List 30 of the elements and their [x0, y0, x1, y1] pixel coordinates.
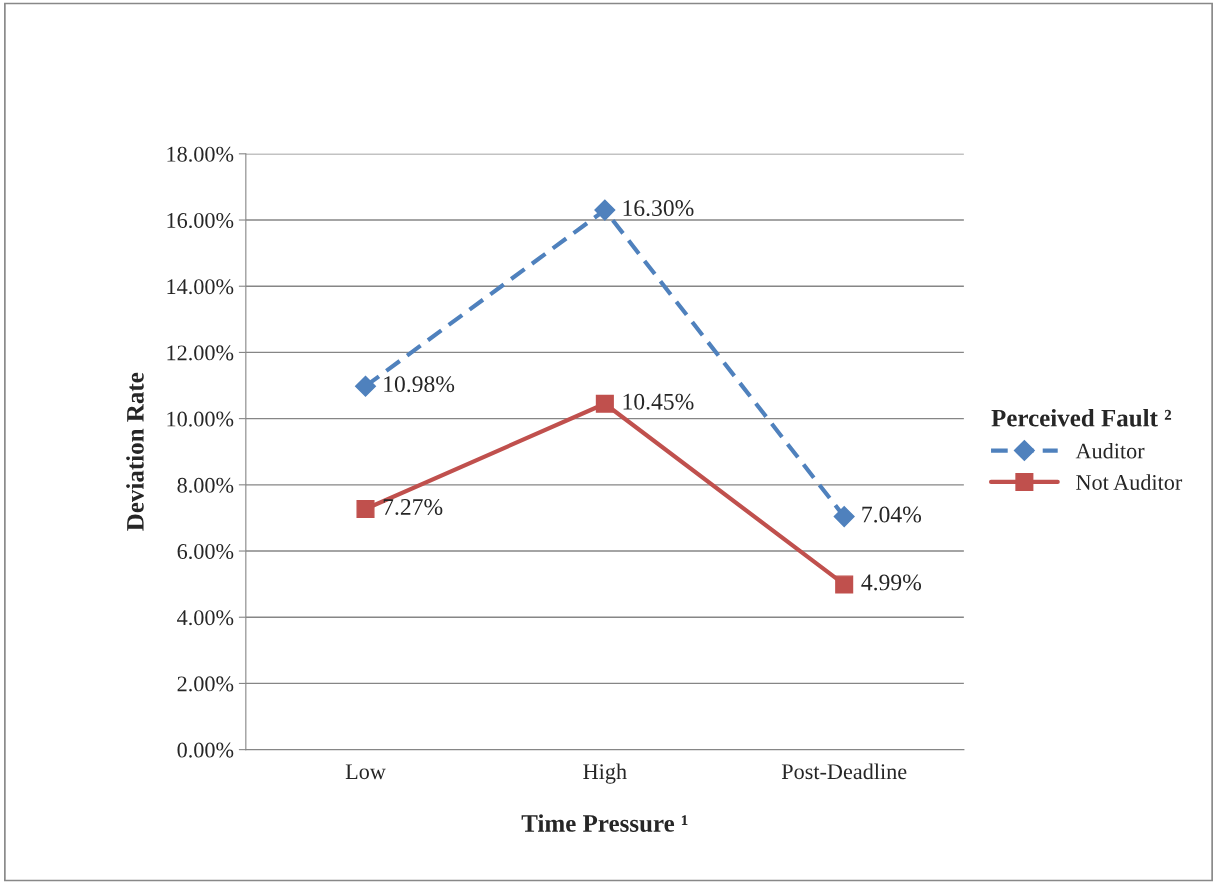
x-axis-title: Time Pressure ¹: [521, 814, 688, 832]
y-tick-label: 16.00%: [167, 212, 234, 229]
point: [595, 394, 614, 413]
data-label: 16.30%: [623, 200, 694, 217]
x-tick-label: Post-Deadline: [781, 763, 907, 780]
y-tick-label: 12.00%: [167, 345, 234, 361]
data-label: 10.98%: [384, 376, 455, 393]
data-label: 7.27%: [383, 498, 443, 515]
data-label: 4.99%: [861, 574, 922, 591]
x-tick-label: Low: [345, 764, 386, 780]
y-axis-title: Deviation Rate: [126, 372, 144, 531]
point: [833, 506, 855, 528]
y-tick-label: 4.00%: [177, 610, 234, 626]
legend-label: Auditor: [1075, 442, 1145, 459]
y-tick-label: 0.00%: [177, 742, 234, 758]
y-tick-label: 10.00%: [167, 411, 234, 427]
y-tick-label: 2.00%: [177, 676, 234, 692]
y-tick-label: 6.00%: [177, 543, 234, 560]
y-tick-label: 18.00%: [167, 146, 234, 162]
x-tick-label: High: [583, 763, 627, 784]
data-label: 10.45%: [623, 393, 694, 410]
point: [354, 375, 377, 397]
y-tick-label: 8.00%: [177, 477, 234, 493]
point: [356, 499, 375, 519]
legend-title: Perceived Fault ²: [991, 408, 1172, 427]
data-label: 7.04%: [862, 506, 922, 523]
legend-label: Not Auditor: [1076, 474, 1183, 490]
y-tick-label: 14.00%: [167, 279, 234, 295]
point: [594, 199, 616, 221]
point: [835, 575, 854, 594]
